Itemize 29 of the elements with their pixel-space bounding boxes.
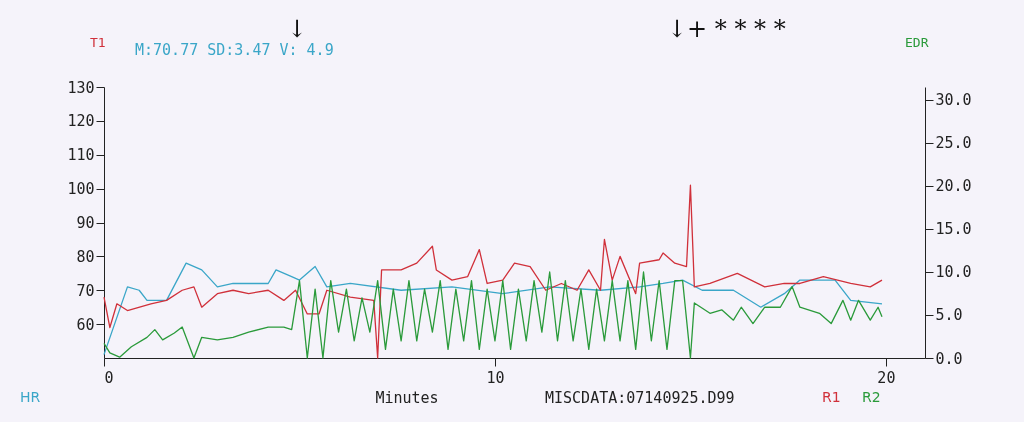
y-tick-label: 100 [67, 180, 95, 199]
text: M:70.77 SD:3.47 V: 4.9 [135, 41, 334, 59]
text: ↓ [286, 15, 308, 43]
x-axis-title: Minutes [375, 389, 439, 407]
text: MISCDATA:07140925.D99 [545, 389, 735, 407]
y2-tick-label: 15.0 [935, 220, 972, 239]
text: ↓+ * * * * [667, 15, 786, 43]
y2-tick-label: 10.0 [935, 263, 972, 282]
x-tick-label: 0 [104, 368, 114, 387]
y2-tick-label: 20.0 [935, 177, 972, 196]
y-tick-label: 70 [76, 281, 95, 300]
x-tick-label: 10 [486, 368, 505, 387]
y2-tick-label: 25.0 [935, 134, 972, 153]
text: R2 [862, 389, 881, 405]
y-tick-label: 60 [76, 315, 95, 334]
y-axis-title: T1 [90, 35, 106, 50]
y-tick-label: 80 [76, 247, 95, 266]
y2-tick-label: 0.0 [935, 349, 963, 368]
y-tick-label: 110 [67, 146, 95, 165]
y2-tick-label: 5.0 [935, 306, 963, 325]
y2-axis-title: EDR [905, 35, 929, 50]
line-series [103, 184, 883, 359]
y-tick-label: 130 [67, 78, 95, 97]
y-tick-label: 120 [67, 112, 95, 131]
text: R1 [822, 389, 841, 405]
x-tick-label: 20 [877, 368, 896, 387]
y2-tick-label: 30.0 [935, 91, 972, 110]
y-tick-label: 90 [76, 214, 95, 232]
text: HR [20, 389, 41, 405]
